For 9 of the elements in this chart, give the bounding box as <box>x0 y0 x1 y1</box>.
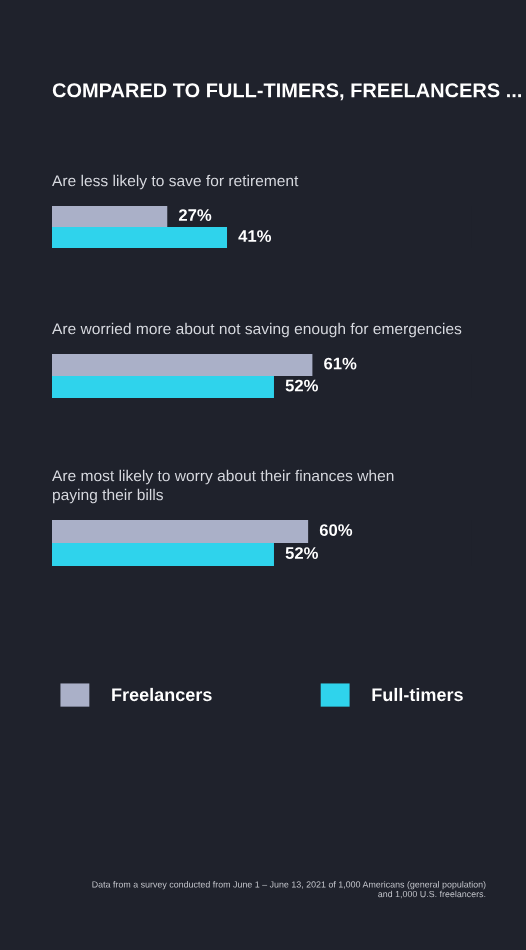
data-label: 52% <box>285 379 319 392</box>
legend-label: Full-timers <box>372 687 463 702</box>
text: COMPARED TO FULL-TIMERS, FREELANCERS ... <box>52 83 522 101</box>
legend-label: Freelancers <box>112 687 212 702</box>
data-label: 60% <box>319 524 353 536</box>
data-label: 61% <box>324 357 357 370</box>
data-label: 27% <box>178 209 212 221</box>
data-label: 41% <box>238 230 272 242</box>
data-label: 52% <box>285 547 319 559</box>
